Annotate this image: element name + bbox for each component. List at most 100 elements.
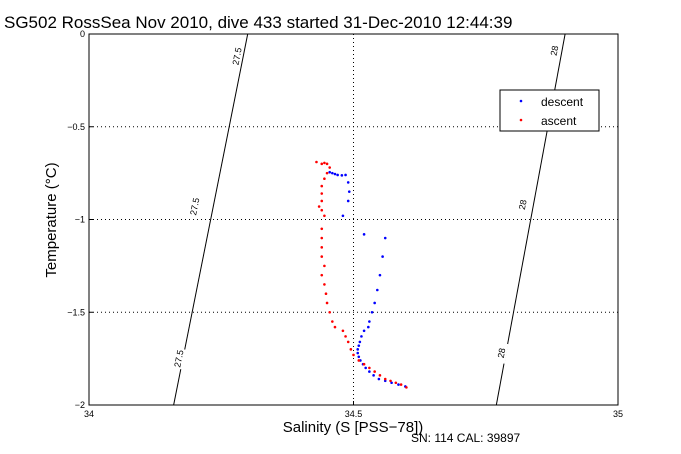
x-tick-label: 35 bbox=[613, 409, 623, 419]
ascent-point bbox=[399, 383, 403, 386]
x-tick-label: 34 bbox=[84, 409, 94, 419]
ascent-point bbox=[315, 160, 318, 164]
ascent-point bbox=[325, 301, 329, 305]
ascent-point bbox=[323, 283, 326, 286]
descent-point bbox=[368, 320, 371, 323]
contour-label: 28 bbox=[496, 347, 508, 359]
data-points bbox=[315, 160, 408, 389]
descent-point bbox=[328, 170, 331, 174]
descent-point bbox=[364, 366, 367, 370]
ascent-point bbox=[331, 320, 334, 323]
ascent-point bbox=[325, 171, 329, 175]
descent-point bbox=[397, 383, 400, 386]
y-tick-label: −2 bbox=[75, 400, 85, 410]
y-tick-label: −0.5 bbox=[67, 122, 85, 132]
ascent-point bbox=[320, 227, 324, 231]
y-tick-label: −1.5 bbox=[67, 307, 85, 317]
chart-title: SG502 RossSea Nov 2010, dive 433 started… bbox=[4, 13, 512, 32]
descent-point bbox=[383, 236, 387, 240]
ascent-point bbox=[389, 379, 392, 383]
descent-point bbox=[331, 171, 334, 175]
descent-point bbox=[346, 199, 350, 203]
descent-point bbox=[357, 344, 361, 347]
contour-label: 27.5 bbox=[231, 47, 244, 66]
descent-point bbox=[358, 340, 362, 344]
descent-point bbox=[340, 174, 344, 177]
ascent-point bbox=[383, 377, 387, 381]
descent-point bbox=[383, 379, 387, 383]
y-tick-label: −1 bbox=[75, 215, 85, 225]
contour-label: 28 bbox=[549, 45, 561, 57]
serial-calibration-text: SN: 114 CAL: 39897 bbox=[411, 431, 521, 445]
ascent-point bbox=[324, 292, 328, 296]
legend-ascent-label: ascent bbox=[541, 114, 577, 128]
descent-point bbox=[344, 173, 347, 177]
ascent-point bbox=[333, 325, 337, 329]
ascent-point bbox=[320, 236, 324, 240]
y-tick-label: 0 bbox=[80, 29, 85, 39]
ascent-point bbox=[357, 359, 361, 362]
ascent-point bbox=[346, 340, 350, 344]
legend-box bbox=[499, 89, 600, 132]
legend-descent-marker bbox=[519, 99, 523, 103]
descent-point bbox=[370, 310, 374, 314]
descent-point bbox=[336, 173, 339, 177]
descent-point bbox=[346, 181, 350, 184]
ascent-point bbox=[405, 386, 408, 389]
ascent-point bbox=[328, 166, 331, 169]
descent-point bbox=[377, 377, 381, 381]
ascent-point bbox=[320, 255, 324, 258]
descent-point bbox=[381, 255, 384, 258]
contour-label: 27.5 bbox=[172, 349, 185, 368]
descent-point bbox=[368, 370, 371, 373]
ascent-point bbox=[378, 374, 382, 377]
descent-point bbox=[362, 329, 366, 333]
contour-label-bg bbox=[187, 195, 202, 218]
legend-ascent-marker bbox=[519, 118, 523, 122]
ascent-point bbox=[320, 199, 324, 203]
legend-descent-label: descent bbox=[541, 95, 584, 109]
ascent-point bbox=[344, 335, 347, 338]
ascent-point bbox=[323, 264, 326, 268]
legend: descent ascent bbox=[499, 89, 600, 132]
descent-point bbox=[376, 288, 379, 292]
ascent-point bbox=[341, 329, 345, 333]
x-axis-ticks: 34 34.5 35 bbox=[84, 401, 623, 419]
ascent-point bbox=[362, 362, 366, 366]
ascent-point bbox=[320, 184, 324, 188]
descent-point bbox=[360, 335, 363, 338]
ascent-point bbox=[325, 162, 329, 166]
ascent-point bbox=[320, 162, 324, 166]
ascent-point bbox=[320, 273, 324, 277]
descent-point bbox=[362, 233, 366, 236]
descent-point bbox=[378, 273, 382, 277]
contour-label: 28 bbox=[517, 199, 529, 211]
ascent-point bbox=[352, 353, 355, 357]
descent-point bbox=[333, 172, 337, 176]
contour-label-bg bbox=[516, 193, 530, 216]
ascent-point bbox=[323, 214, 326, 218]
ascent-point bbox=[323, 177, 326, 180]
contour-label: 27.5 bbox=[188, 197, 201, 216]
ascent-point bbox=[323, 161, 326, 165]
x-axis-label: Salinity (S [PSS−78]) bbox=[283, 419, 423, 436]
descent-point bbox=[341, 214, 345, 218]
descent-point bbox=[356, 351, 360, 355]
descent-point bbox=[356, 348, 360, 351]
ascent-point bbox=[349, 348, 353, 351]
ascent-point bbox=[328, 310, 331, 314]
descent-point bbox=[372, 374, 375, 377]
ascent-point bbox=[368, 366, 371, 370]
density-contour-line bbox=[173, 33, 249, 406]
ascent-point bbox=[320, 192, 324, 195]
contour-label-bg bbox=[547, 39, 562, 62]
ascent-point bbox=[394, 381, 398, 385]
ascent-point bbox=[320, 208, 324, 212]
x-tick-label: 34.5 bbox=[345, 409, 363, 419]
ascent-point bbox=[320, 246, 324, 249]
descent-point bbox=[367, 325, 370, 329]
ascent-point bbox=[373, 370, 376, 373]
descent-point bbox=[373, 301, 376, 305]
y-axis-label: Temperature (°C) bbox=[43, 162, 60, 277]
